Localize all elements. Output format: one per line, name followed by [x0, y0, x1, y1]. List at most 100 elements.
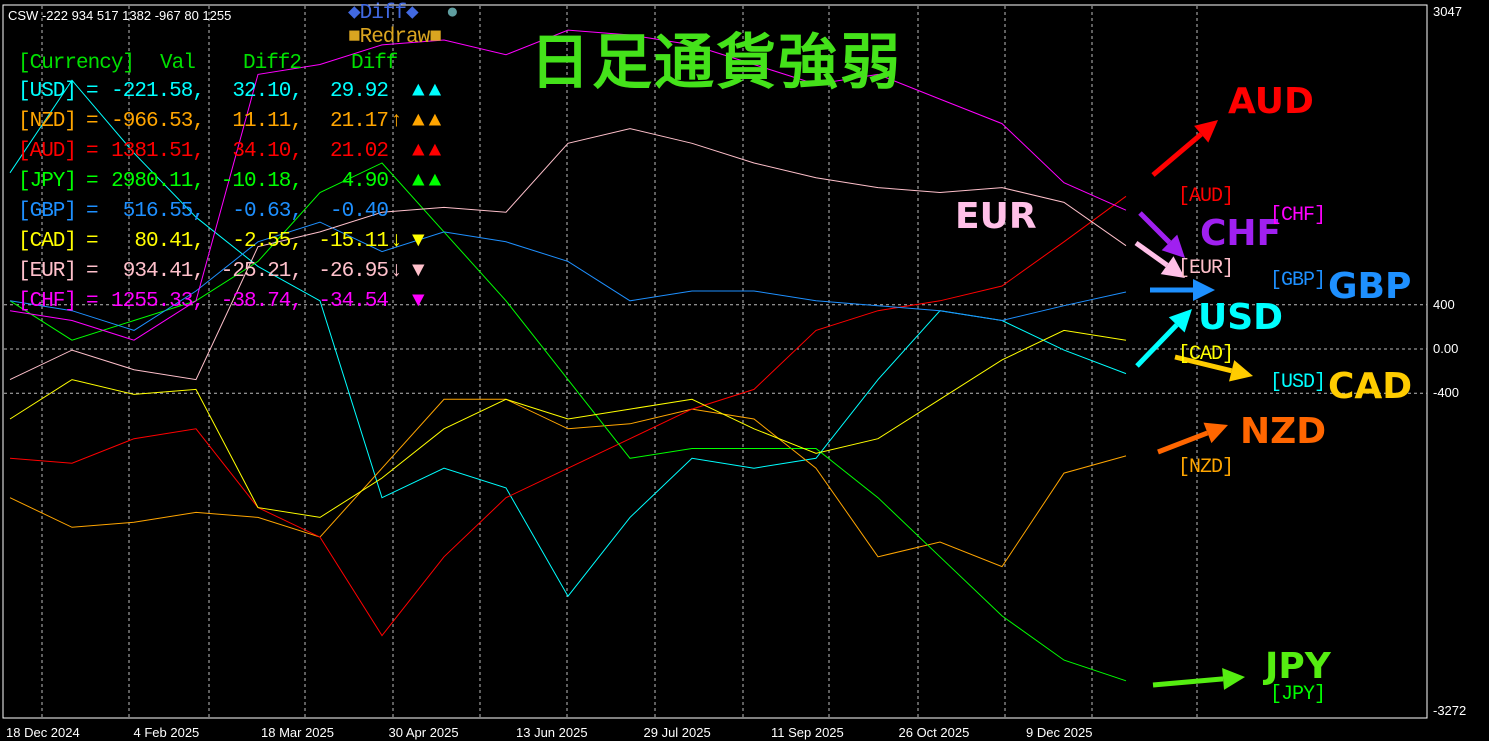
row-diff: 29.92	[329, 80, 389, 103]
arrow-icon-aud	[1151, 120, 1218, 177]
series-line-nzd	[9, 398, 1127, 568]
row-diff2: -2.55,	[232, 230, 303, 253]
row-diff2: 11.11,	[232, 110, 303, 133]
tag-chf: [CHF]	[1270, 204, 1326, 227]
row-val: 2980.11,	[111, 170, 205, 193]
row-val: 934.41,	[122, 260, 205, 283]
col-header-val: Val	[160, 52, 196, 75]
row-trend-triangles-icon: ▲▲	[412, 140, 446, 163]
row-val: -221.58,	[111, 80, 205, 103]
row-currency: [EUR]	[18, 260, 77, 283]
row-val: 1255.33,	[111, 290, 205, 313]
grid	[4, 6, 1427, 717]
y-tick-label: -3272	[1433, 703, 1467, 718]
x-tick-label: 4 Feb 2025	[133, 725, 200, 740]
label-aud: AUD	[1228, 81, 1314, 122]
series-line-chf	[9, 29, 1127, 341]
row-equals: =	[86, 80, 99, 103]
row-diff: 21.17	[329, 110, 389, 133]
row-equals: =	[86, 140, 99, 163]
y-tick-label: -400	[1433, 385, 1460, 401]
chart-frame	[2, 4, 1428, 719]
circle-icon[interactable]: ●	[446, 2, 459, 25]
x-tick-label: 13 Jun 2025	[516, 725, 588, 740]
arrow-icon-eur	[1134, 240, 1185, 278]
row-equals: =	[86, 290, 99, 313]
tag-gbp: [GBP]	[1270, 269, 1326, 292]
diff-button[interactable]: ◆Diff◆	[348, 2, 419, 25]
csw-readout: CSW -222 934 517 1382 -967 80 1255	[8, 8, 232, 23]
row-diff: 21.02	[329, 140, 389, 163]
row-equals: =	[86, 110, 99, 133]
series-line-cad	[9, 329, 1127, 518]
arrow-icon-gbp	[1150, 279, 1215, 301]
row-diff2: 32.10,	[232, 80, 303, 103]
label-chf: CHF	[1200, 213, 1282, 254]
x-tick-label: 11 Sep 2025	[771, 725, 844, 740]
label-nzd: NZD	[1240, 411, 1327, 452]
tag-cad: [CAD]	[1178, 343, 1234, 366]
row-trend-triangles-icon: ▼	[412, 290, 429, 313]
arrow-icon-usd	[1135, 309, 1192, 368]
label-usd: USD	[1198, 297, 1284, 338]
col-header-currency: [Currency]	[18, 52, 135, 75]
row-diff: 4.90	[341, 170, 389, 193]
redraw-button[interactable]: ■Redraw■	[348, 26, 442, 49]
col-header-diff2: Diff2	[243, 52, 302, 75]
chart-title: 日足通貨強弱	[530, 28, 902, 98]
row-equals: =	[86, 260, 99, 283]
label-eur: EUR	[955, 196, 1037, 237]
x-tick-label: 30 Apr 2025	[388, 725, 459, 740]
label-jpy: JPY	[1265, 646, 1331, 687]
row-trend-triangles-icon: ▼	[412, 230, 429, 253]
arrow-icon-cad	[1174, 354, 1253, 382]
row-currency: [CAD]	[18, 230, 77, 253]
row-diff: -0.40	[329, 200, 389, 223]
tag-usd: [USD]	[1270, 371, 1326, 394]
tag-aud: [AUD]	[1178, 185, 1234, 208]
col-header-diff: Diff	[351, 52, 398, 75]
row-val: 516.55,	[122, 200, 205, 223]
label-gbp: GBP	[1328, 266, 1412, 307]
series-line-aud	[9, 195, 1127, 637]
row-currency: [NZD]	[18, 110, 77, 133]
row-val: -966.53,	[111, 110, 205, 133]
row-diff2: -0.63,	[232, 200, 303, 223]
row-trend-triangles-icon: ▲▲	[412, 80, 446, 103]
row-diff2: 34.10,	[232, 140, 303, 163]
arrow-icon-chf	[1138, 211, 1185, 258]
series-line-gbp	[9, 221, 1127, 331]
row-trend-triangles-icon: ▼	[412, 260, 429, 283]
row-equals: =	[86, 230, 99, 253]
row-trend-triangles-icon: ▲▲	[412, 110, 446, 133]
label-cad: CAD	[1328, 366, 1413, 407]
tag-jpy: [JPY]	[1270, 683, 1326, 706]
tag-nzd: [NZD]	[1178, 456, 1234, 479]
row-trend-triangles-icon: ▲▲	[412, 170, 446, 193]
row-currency: [AUD]	[18, 140, 77, 163]
row-diff: -34.54	[318, 290, 389, 313]
x-tick-label: 18 Mar 2025	[261, 725, 334, 740]
row-diff2: -25.21,	[220, 260, 303, 283]
row-val: 80.41,	[134, 230, 205, 253]
row-currency: [JPY]	[18, 170, 77, 193]
arrow-icon-jpy	[1152, 667, 1245, 690]
y-tick-label: 3047	[1433, 4, 1462, 19]
row-arrow-icon: ↓	[390, 230, 403, 253]
tag-eur: [EUR]	[1178, 257, 1234, 280]
y-tick-label: 0.00	[1433, 341, 1459, 357]
row-arrow-icon: ↑	[390, 110, 403, 133]
series-line-eur	[9, 128, 1127, 381]
row-currency: [GBP]	[18, 200, 77, 223]
row-currency: [USD]	[18, 80, 77, 103]
row-currency: [CHF]	[18, 290, 77, 313]
row-equals: =	[86, 200, 99, 223]
series-lines	[9, 29, 1127, 682]
x-tick-label: 18 Dec 2024	[6, 725, 80, 740]
y-tick-label: 400	[1433, 296, 1455, 312]
row-diff: -15.11	[318, 230, 389, 253]
x-tick-label: 26 Oct 2025	[898, 725, 970, 740]
x-tick-label: 9 Dec 2025	[1026, 725, 1093, 740]
row-arrow-icon: ↓	[390, 260, 403, 283]
